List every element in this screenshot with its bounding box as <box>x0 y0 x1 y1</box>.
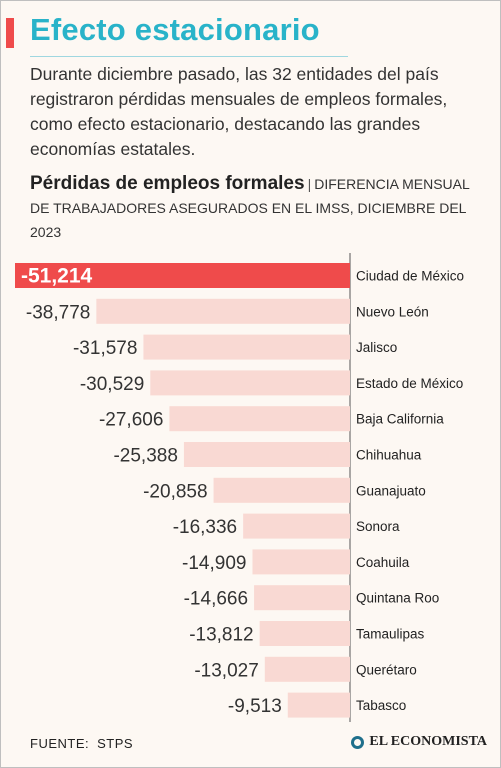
category-label-0: Ciudad de México <box>356 269 464 284</box>
value-label-10: -13,812 <box>189 625 253 646</box>
title-accent-bar <box>6 18 14 48</box>
category-label-5: Chihuahua <box>356 448 422 463</box>
intro-paragraph: Durante diciembre pasado, las 32 entidad… <box>30 64 448 159</box>
value-label-0: -51,214 <box>21 265 93 288</box>
value-label-8: -14,909 <box>182 553 246 574</box>
bar-9 <box>254 585 350 611</box>
value-label-1: -38,778 <box>26 302 90 323</box>
bar-0 <box>15 263 350 288</box>
bar-1 <box>96 298 350 324</box>
bar-8 <box>252 549 350 575</box>
brand-logo: EL ECONOMISTA <box>351 734 487 750</box>
value-label-2: -31,578 <box>73 338 137 359</box>
value-label-6: -20,858 <box>143 481 207 502</box>
category-label-10: Tamaulipas <box>356 627 425 642</box>
bar-4 <box>169 406 350 432</box>
chart-description: DIFERENCIA MENSUAL DE TRABAJADORES ASEGU… <box>30 176 470 240</box>
bar-12 <box>287 692 350 718</box>
category-label-3: Estado de México <box>356 376 463 391</box>
value-label-3: -30,529 <box>80 374 144 395</box>
chart-subtitle: Pérdidas de empleos formales | DIFERENCIA … <box>30 172 470 244</box>
category-label-9: Quintana Roo <box>356 591 439 606</box>
category-label-2: Jalisco <box>356 340 397 355</box>
bar-2 <box>143 334 350 360</box>
brand-icon <box>351 735 365 749</box>
category-label-7: Sonora <box>356 519 400 534</box>
value-label-12: -9,513 <box>228 696 282 717</box>
category-label-11: Querétaro <box>356 662 417 677</box>
source-value: STPS <box>97 736 134 751</box>
page-title: Efecto estacionario <box>30 12 320 47</box>
title-underline <box>30 56 348 57</box>
category-label-8: Coahuila <box>356 555 410 570</box>
value-label-5: -25,388 <box>113 446 177 467</box>
value-label-9: -14,666 <box>184 589 248 610</box>
category-label-1: Nuevo León <box>356 304 429 319</box>
bar-11 <box>264 656 350 682</box>
bar-10 <box>259 621 350 646</box>
bar-7 <box>243 513 350 539</box>
source-label: FUENTE: <box>30 736 90 751</box>
source-note: FUENTE: STPS <box>30 736 133 751</box>
bar-3 <box>150 370 350 396</box>
category-label-4: Baja California <box>356 412 444 427</box>
value-label-11: -13,027 <box>194 660 258 681</box>
brand-name: EL ECONOMISTA <box>369 734 487 749</box>
value-label-4: -27,606 <box>99 410 163 431</box>
category-label-12: Tabasco <box>356 698 406 713</box>
value-label-7: -16,336 <box>173 517 237 538</box>
chart-title: Pérdidas de empleos formales <box>30 173 305 194</box>
bar-5 <box>183 442 350 467</box>
subtitle-separator: | <box>307 176 312 192</box>
bar-6 <box>213 477 350 503</box>
category-label-6: Guanajuato <box>356 483 426 498</box>
